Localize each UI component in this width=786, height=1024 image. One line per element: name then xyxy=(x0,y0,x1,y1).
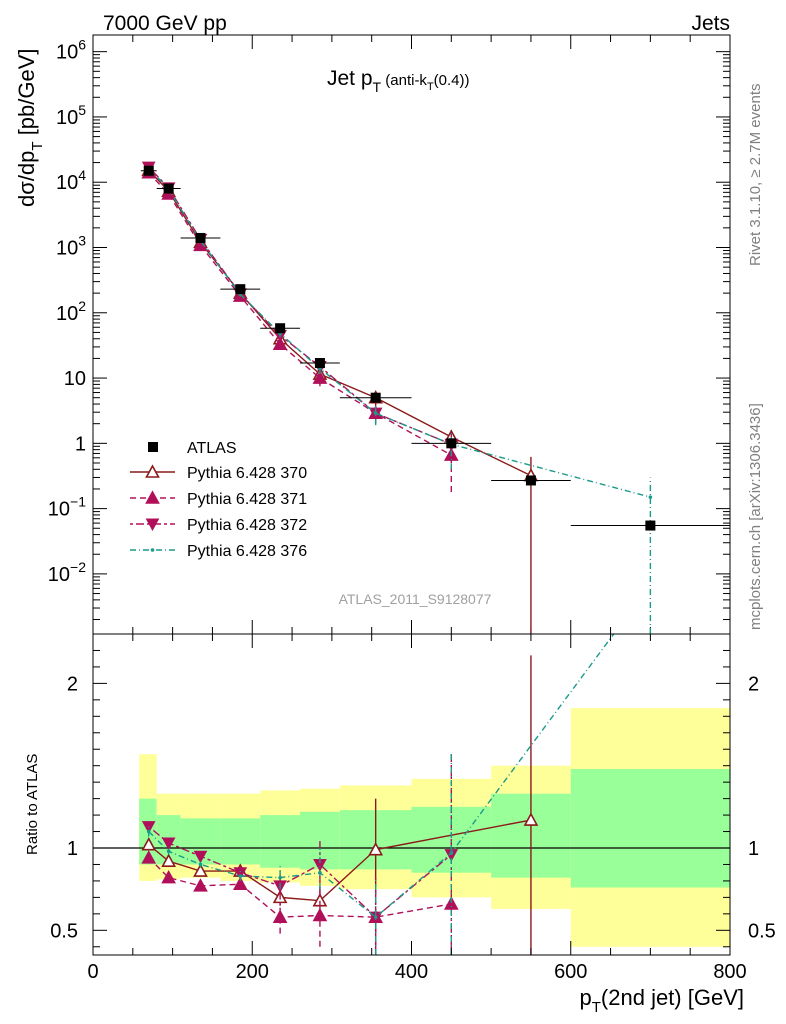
y-tick-label: 103 xyxy=(56,232,86,259)
legend-marker-p371 xyxy=(145,490,160,504)
header-left: 7000 GeV pp xyxy=(103,12,227,35)
x-axis-label: pT(2nd jet) [GeV] xyxy=(580,985,745,1016)
data-point-atlas xyxy=(525,475,536,486)
legend-entry-p372: Pythia 6.428 372 xyxy=(187,517,307,534)
data-point-atlas xyxy=(275,323,286,334)
data-point-p376 xyxy=(373,411,378,415)
ratio-point-p371 xyxy=(141,850,157,864)
ratio-point-p370 xyxy=(368,841,384,856)
ratio-point-p370 xyxy=(523,812,539,826)
ratio-y-tick-label-right: 0.5 xyxy=(748,920,776,942)
series-p372 xyxy=(141,161,459,463)
legend: ATLAS Pythia 6.428 370 Pythia 6.428 371 Pyt… xyxy=(130,440,307,560)
data-point-p371 xyxy=(272,336,288,351)
legend-entry-p376: Pythia 6.428 376 xyxy=(187,543,307,560)
ratio-point-p376 xyxy=(238,874,243,878)
ratio-line-p371 xyxy=(148,857,452,918)
x-tick-label: 200 xyxy=(236,961,269,983)
data-point-atlas xyxy=(446,438,457,449)
data-point-atlas xyxy=(235,284,246,295)
rivet-label: Rivet 3.1.10, ≥ 2.7M events xyxy=(747,84,764,267)
ratio-point-p376 xyxy=(278,875,282,880)
x-tick-label: 0 xyxy=(87,961,98,983)
ratio-line-p370 xyxy=(148,819,532,902)
series-line-p371 xyxy=(148,172,452,456)
ratio-panel: 0.5 0.5 1 1 2 2 0 200 400 600 800 Ratio to ATLAS pT(… xyxy=(24,633,776,1016)
x-tick-label: 600 xyxy=(554,961,587,983)
ratio-point-p376 xyxy=(449,851,454,855)
ratio-point-p372 xyxy=(193,850,208,864)
ratio-point-p372 xyxy=(161,837,176,851)
ratio-point-p376 xyxy=(373,915,378,919)
y-tick-label: 1 xyxy=(75,433,86,455)
data-point-atlas xyxy=(645,520,656,531)
legend-marker-atlas xyxy=(148,442,158,452)
y-tick-label: 106 xyxy=(56,37,86,64)
ratio-y-tick-label: 1 xyxy=(67,838,78,860)
ratio-point-p376 xyxy=(146,829,151,834)
y-tick-label: 104 xyxy=(56,167,86,194)
y-tick-label: 10 xyxy=(64,368,86,390)
ratio-point-p370 xyxy=(141,837,157,851)
x-tick-label: 800 xyxy=(713,961,746,983)
legend-entry-p370: Pythia 6.428 370 xyxy=(187,465,307,482)
band-inner xyxy=(220,818,261,865)
legend-entry-p371: Pythia 6.428 371 xyxy=(187,491,307,508)
ratio-y-tick-label: 2 xyxy=(67,673,78,695)
ratio-point-p372 xyxy=(233,867,248,880)
ratio-point-p371 xyxy=(312,907,328,922)
series-p376 xyxy=(146,166,653,634)
ratio-point-p371 xyxy=(272,909,288,923)
series-line-p370 xyxy=(148,169,532,477)
ratio-y-tick-label: 0.5 xyxy=(50,920,78,942)
series-atlas xyxy=(140,165,730,531)
ratio-point-p376 xyxy=(198,862,203,867)
ratio-y-tick-label-right: 2 xyxy=(748,673,759,695)
y-tick-label: 10−1 xyxy=(48,494,86,521)
ratio-series-p376 xyxy=(146,634,615,955)
series-line-p372 xyxy=(148,166,452,445)
data-point-p376 xyxy=(648,495,653,499)
data-point-atlas xyxy=(163,183,174,194)
chart-title: Jet pT (anti-kT(0.4)) xyxy=(327,67,470,95)
ratio-point-p371 xyxy=(193,878,208,892)
ratio-y-label: Ratio to ATLAS xyxy=(24,754,41,855)
header-right: Jets xyxy=(691,12,730,35)
legend-marker-p372 xyxy=(145,518,160,532)
data-point-atlas xyxy=(195,232,206,243)
ratio-plot-area xyxy=(93,634,730,955)
legend-marker-p370 xyxy=(145,464,160,478)
top-plot-area xyxy=(140,161,730,634)
x-tick-label: 400 xyxy=(395,961,428,983)
data-point-p371 xyxy=(312,370,328,384)
data-point-atlas xyxy=(370,392,381,403)
data-point-atlas xyxy=(143,165,154,176)
band-inner xyxy=(570,768,730,888)
y-tick-label: 105 xyxy=(56,102,86,129)
y-tick-label: 10−2 xyxy=(48,559,86,586)
legend-marker-p376 xyxy=(150,548,155,552)
band-inner xyxy=(260,815,301,868)
ratio-point-p371 xyxy=(232,876,248,891)
ratio-point-p376 xyxy=(318,870,322,875)
data-point-atlas xyxy=(314,358,325,369)
mcplots-label: mcplots.cern.ch [arXiv:1306.3436] xyxy=(747,403,764,630)
ratio-point-p370 xyxy=(161,853,176,867)
ratio-series-p371 xyxy=(141,850,459,955)
y-axis-label: dσ/dpT [pb/GeV] xyxy=(14,48,46,207)
ratio-point-p370 xyxy=(193,863,208,877)
ratio-point-p376 xyxy=(166,849,171,854)
ratio-point-p371 xyxy=(161,869,176,884)
y-tick-label: 102 xyxy=(56,298,86,325)
ratio-y-tick-label-right: 1 xyxy=(748,838,759,860)
watermark: ATLAS_2011_S9128077 xyxy=(339,591,492,607)
legend-entry-atlas: ATLAS xyxy=(187,440,237,457)
